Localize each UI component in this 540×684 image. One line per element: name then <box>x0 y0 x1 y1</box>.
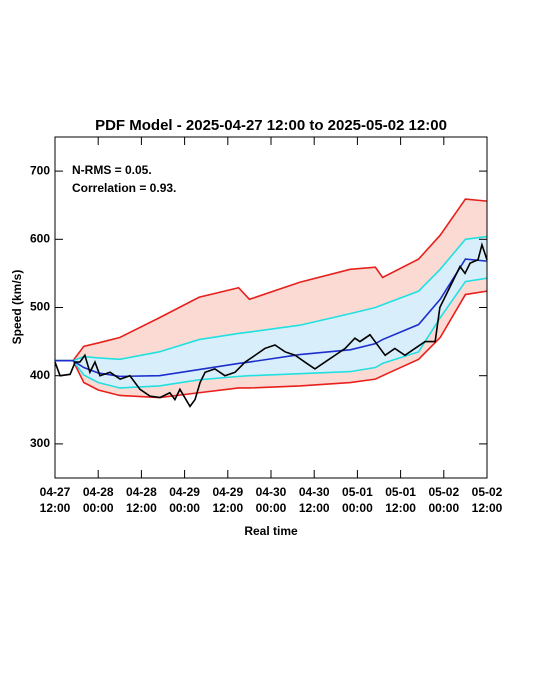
x-tick-label: 04-29 12:00 <box>212 485 243 515</box>
y-axis-label: Speed (km/s) <box>10 270 24 345</box>
y-tick-label: 700 <box>30 163 50 177</box>
y-tick-label: 400 <box>30 368 50 382</box>
x-tick-label: 05-02 12:00 <box>472 485 503 515</box>
x-tick-label: 04-27 12:00 <box>40 485 71 515</box>
x-tick-label: 04-30 12:00 <box>299 485 330 515</box>
chart-title: PDF Model - 2025-04-27 12:00 to 2025-05-… <box>95 117 447 134</box>
annotation: Correlation = 0.93. <box>72 181 176 195</box>
x-tick-label: 04-28 00:00 <box>83 485 114 515</box>
x-tick-label: 05-02 00:00 <box>428 485 459 515</box>
annotation: N-RMS = 0.05. <box>72 163 152 177</box>
x-tick-label: 04-29 00:00 <box>169 485 200 515</box>
y-tick-label: 300 <box>30 436 50 450</box>
series-line <box>55 258 488 378</box>
series-line <box>55 290 488 399</box>
x-axis-label: Real time <box>244 524 298 538</box>
band-fill <box>55 236 487 388</box>
x-tick-label: 04-28 12:00 <box>126 485 157 515</box>
x-tick-label: 04-30 00:00 <box>256 485 287 515</box>
x-tick-label: 05-01 00:00 <box>342 485 373 515</box>
plot-area <box>54 198 488 408</box>
x-tick-label: 05-01 12:00 <box>385 485 416 515</box>
series-line <box>54 241 488 408</box>
series-line <box>55 235 488 362</box>
y-tick-label: 600 <box>30 231 50 245</box>
series-line <box>55 277 488 389</box>
series-line <box>55 198 488 362</box>
y-tick-label: 500 <box>30 300 50 314</box>
